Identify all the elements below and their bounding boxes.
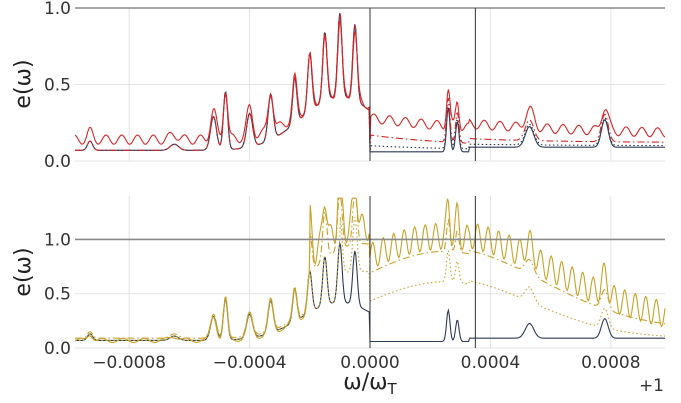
x-axis-label-subscript: T [387,380,398,398]
x-axis-label-main: ω/ω [343,370,387,395]
bottom-panel: 0.0 0.5 1.0 −0.0008 −0.0004 0.0000 0.0004 0.00… [11,196,666,398]
x-offset-label: +1 [639,376,664,396]
bottom-reference-lines [75,196,665,348]
bottom-y-tick-labels: 0.0 0.5 1.0 [44,230,71,359]
top-y-tick-label: 0.5 [44,76,71,96]
bottom-x-tick-labels: −0.0008 −0.0004 0.0000 0.0004 0.0008 [92,353,640,373]
top-y-axis-label: e(ω) [11,59,36,108]
bot-y-tick-label: 0.5 [44,285,71,305]
x-tick-label: −0.0008 [92,353,166,373]
x-axis-label: ω/ωT [343,370,397,398]
bottom-y-axis-label: e(ω) [11,247,36,296]
bot-series-3 [75,197,666,339]
x-tick-label: 0.0004 [461,353,520,373]
x-tick-label: 0.0008 [581,353,640,373]
top-y-tick-label: 0.0 [44,152,71,172]
top-panel: 0.0 0.5 1.0 e(ω) [11,0,666,172]
x-tick-label: −0.0004 [213,353,287,373]
top-y-tick-label: 1.0 [44,0,71,19]
top-reference-lines [75,7,665,161]
bot-y-tick-label: 1.0 [44,230,71,250]
x-tick-label: 0.0000 [340,353,399,373]
bot-y-tick-label: 0.0 [44,339,71,359]
top-y-tick-labels: 0.0 0.5 1.0 [44,0,71,172]
